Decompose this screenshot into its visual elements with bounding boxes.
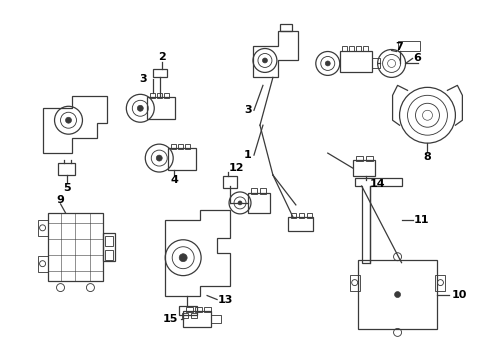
Circle shape: [263, 58, 268, 63]
Bar: [211, 315, 221, 323]
Bar: [366, 156, 372, 161]
Bar: [291, 213, 296, 218]
Circle shape: [156, 155, 162, 161]
Text: 2: 2: [158, 53, 166, 63]
Bar: [299, 213, 304, 218]
Text: 5: 5: [63, 183, 71, 193]
Bar: [251, 188, 257, 194]
Bar: [195, 306, 202, 312]
Text: 7: 7: [396, 41, 403, 51]
Bar: [363, 45, 368, 50]
Bar: [342, 45, 347, 50]
Bar: [171, 144, 176, 149]
Bar: [353, 160, 375, 176]
Bar: [157, 93, 162, 98]
Bar: [288, 217, 313, 231]
Text: 12: 12: [228, 163, 244, 173]
Bar: [183, 311, 211, 328]
Text: 15: 15: [163, 314, 178, 324]
Bar: [356, 156, 363, 161]
Circle shape: [179, 254, 187, 262]
Bar: [223, 176, 237, 188]
Bar: [349, 45, 354, 50]
Bar: [103, 233, 115, 261]
Bar: [307, 213, 312, 218]
Bar: [179, 306, 197, 315]
Text: 1: 1: [244, 150, 252, 160]
Bar: [204, 306, 211, 312]
Bar: [260, 188, 266, 194]
Bar: [57, 163, 75, 175]
Circle shape: [394, 292, 400, 298]
Bar: [191, 314, 197, 319]
Bar: [38, 220, 48, 236]
Circle shape: [66, 117, 72, 123]
Text: 13: 13: [218, 294, 233, 305]
Circle shape: [137, 105, 143, 111]
Bar: [350, 275, 360, 291]
Text: 4: 4: [170, 175, 178, 185]
Circle shape: [238, 201, 242, 205]
Bar: [280, 24, 292, 31]
Text: 10: 10: [452, 289, 467, 300]
Bar: [340, 50, 371, 72]
Bar: [182, 314, 188, 319]
Text: 3: 3: [244, 105, 252, 115]
Text: 3: 3: [140, 75, 147, 84]
Bar: [371, 58, 380, 68]
Bar: [164, 93, 169, 98]
Text: 8: 8: [424, 152, 431, 162]
Text: 14: 14: [370, 179, 386, 189]
Bar: [178, 144, 183, 149]
Bar: [147, 97, 175, 119]
Bar: [436, 275, 445, 291]
Text: 9: 9: [56, 195, 65, 205]
Bar: [186, 306, 193, 312]
Bar: [356, 45, 361, 50]
Circle shape: [325, 61, 330, 66]
Bar: [358, 260, 438, 329]
Bar: [185, 144, 190, 149]
Text: 6: 6: [414, 54, 421, 63]
Bar: [397, 41, 419, 50]
Bar: [150, 93, 155, 98]
Bar: [38, 256, 48, 272]
Bar: [105, 236, 113, 246]
Bar: [153, 69, 167, 77]
Bar: [48, 213, 103, 280]
Bar: [168, 148, 196, 170]
Bar: [105, 250, 113, 260]
Bar: [248, 193, 270, 213]
Text: 11: 11: [414, 215, 429, 225]
